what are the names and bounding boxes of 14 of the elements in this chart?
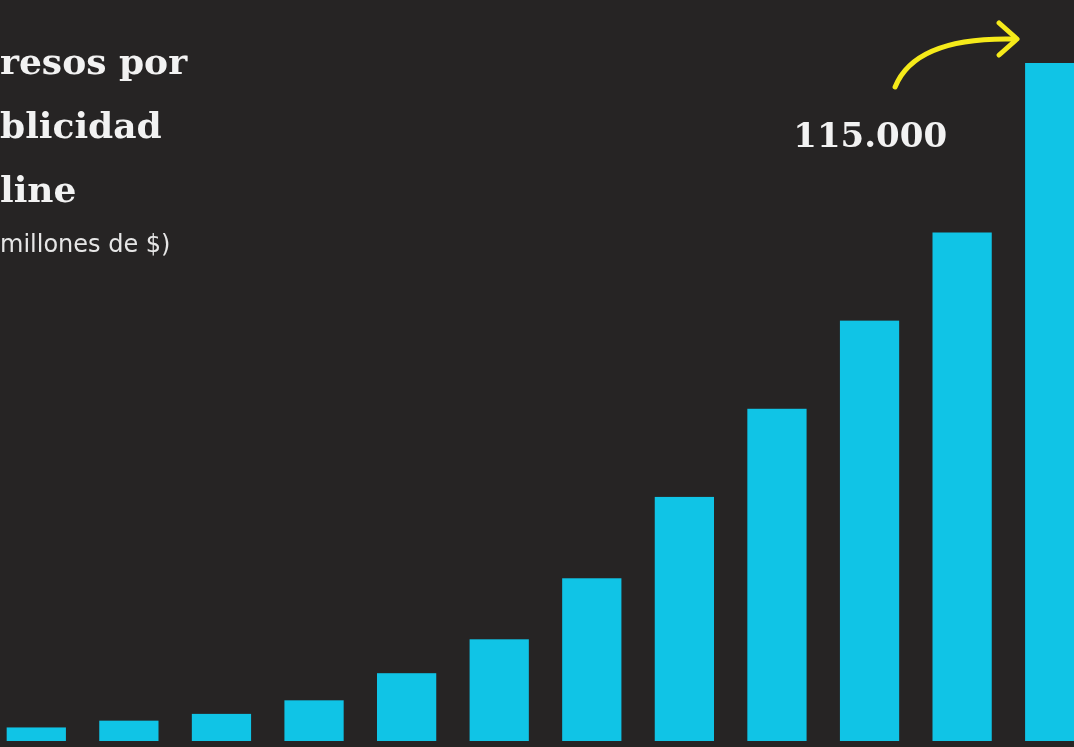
text: resos por blicidad line (0, 40, 189, 210)
bar (377, 673, 437, 741)
bar (284, 700, 344, 741)
bar (654, 496, 714, 741)
text: millones de $) (0, 230, 171, 258)
annotation: 115.000 (793, 115, 948, 155)
bar (99, 720, 159, 741)
bar (191, 713, 252, 741)
bar (839, 320, 900, 741)
bar (747, 408, 807, 741)
bar (932, 232, 992, 741)
bar (469, 639, 529, 741)
bar (562, 578, 622, 741)
bar (6, 727, 66, 741)
